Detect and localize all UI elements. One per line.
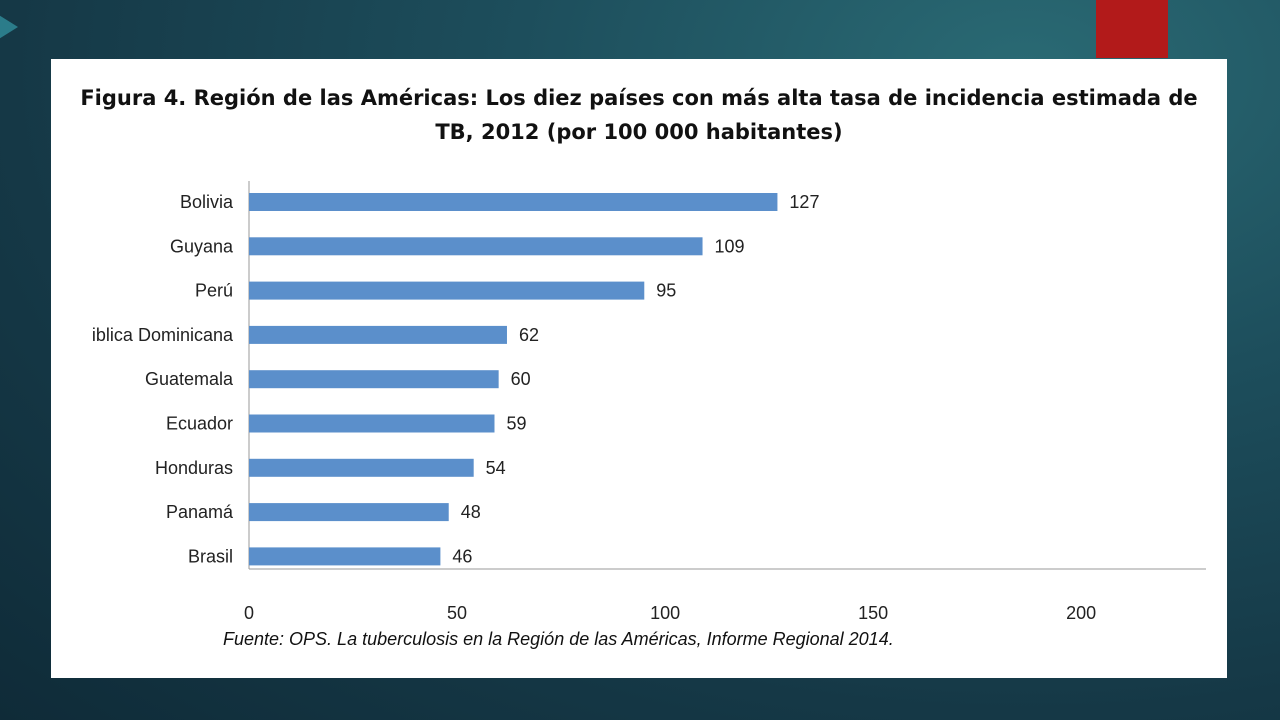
value-label: 48	[461, 502, 481, 522]
bar-1	[249, 237, 703, 256]
value-label: 54	[486, 458, 506, 478]
category-label: Ecuador	[166, 414, 233, 434]
category-label: iblica Dominicana	[92, 325, 234, 345]
bar-chart: Bolivia 127 Guyana 109 Perú 95 iblica Dominica…	[92, 181, 1206, 623]
chart-title-line1: Figura 4. Región de las Américas: Los di…	[80, 86, 1198, 110]
category-label: Guatemala	[145, 369, 234, 389]
value-label: 46	[452, 546, 472, 566]
bar-5	[249, 414, 495, 433]
chart-card: Figura 4. Región de las Américas: Los di…	[51, 59, 1227, 678]
value-label: 62	[519, 325, 539, 345]
x-tick-label: 100	[650, 603, 680, 623]
x-tick-label: 0	[244, 603, 254, 623]
category-label: Perú	[195, 281, 233, 301]
chart-title: Figura 4. Región de las Américas: Los di…	[51, 81, 1227, 149]
category-label: Guyana	[170, 236, 234, 256]
x-tick-label: 50	[447, 603, 467, 623]
x-tick-label: 150	[858, 603, 888, 623]
value-label: 60	[511, 369, 531, 389]
slide-arrow-icon	[0, 12, 18, 42]
category-label: Brasil	[188, 546, 233, 566]
value-label: 95	[656, 281, 676, 301]
category-label: Panamá	[166, 502, 234, 522]
bar-0	[249, 193, 778, 211]
bar-8	[249, 547, 441, 566]
bar-2	[249, 281, 645, 300]
value-label: 127	[789, 192, 819, 212]
bar-7	[249, 503, 449, 522]
chart-source: Fuente: OPS. La tuberculosis en la Regió…	[223, 629, 894, 649]
value-label: 109	[715, 236, 745, 256]
category-label: Bolivia	[180, 192, 234, 212]
bar-6	[249, 458, 474, 477]
x-tick-label: 200	[1066, 603, 1096, 623]
category-label: Honduras	[155, 458, 233, 478]
bar-4	[249, 370, 499, 389]
bar-3	[249, 325, 507, 344]
red-accent-tab	[1096, 0, 1168, 58]
value-label: 59	[506, 414, 526, 434]
chart-title-line2: TB, 2012 (por 100 000 habitantes)	[435, 120, 843, 144]
